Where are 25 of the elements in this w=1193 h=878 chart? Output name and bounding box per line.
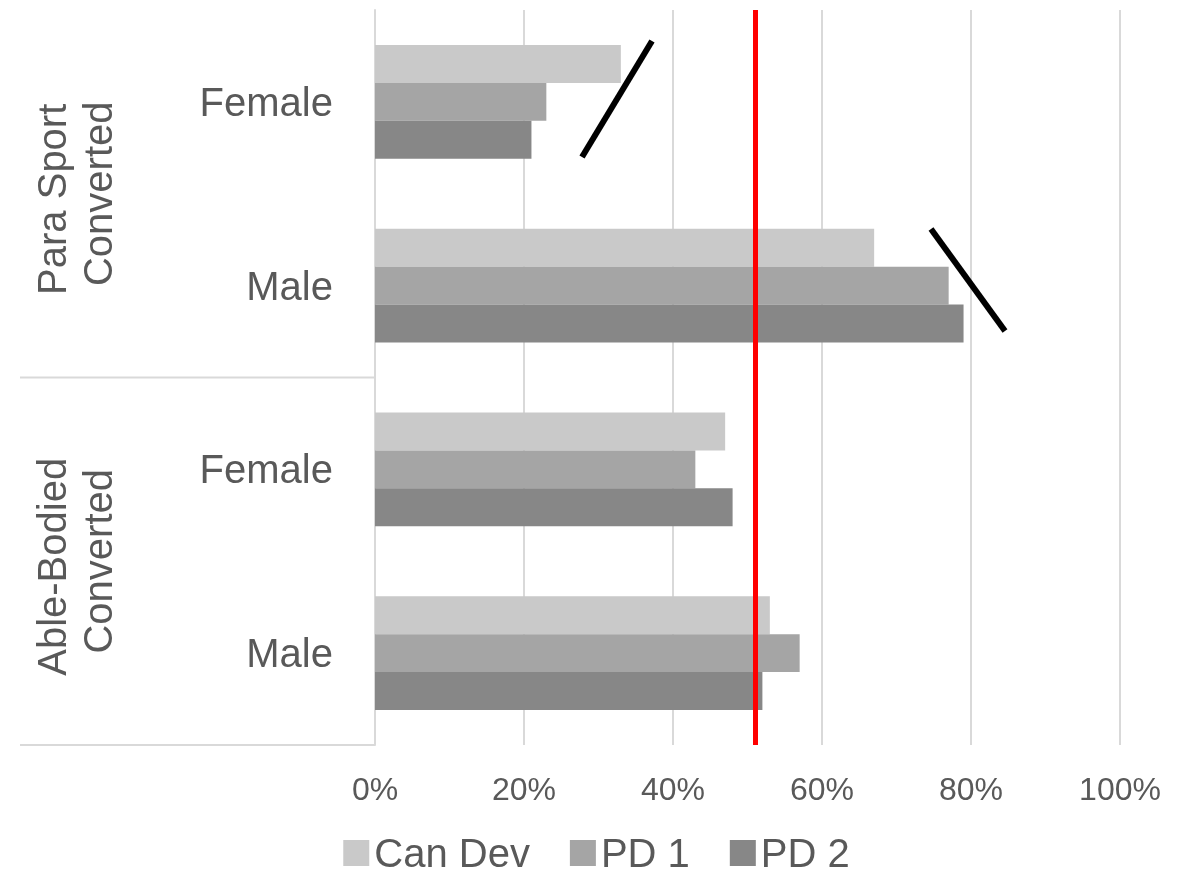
legend-label: Can Dev (374, 831, 530, 875)
bar (375, 634, 800, 673)
x-tick-label: 40% (640, 771, 706, 807)
bar (375, 44, 621, 83)
bar (375, 412, 726, 451)
y-tick-label: Male (246, 631, 333, 676)
x-tick-label: 80% (938, 771, 1004, 807)
bar (375, 450, 696, 489)
x-tick-label: 20% (491, 771, 557, 807)
text: Para Sport Converted (30, 92, 120, 295)
bar (375, 672, 763, 711)
legend-label: PD 2 (760, 831, 850, 875)
bar (375, 228, 875, 267)
bar (375, 120, 532, 159)
bar (375, 82, 547, 121)
text: Able-Bodied Converted (30, 446, 120, 676)
y-tick-label: Female (199, 79, 333, 124)
x-tick-label: 60% (789, 771, 855, 807)
bar (375, 596, 770, 635)
x-tick-label: 0% (351, 771, 399, 807)
legend-label: PD 1 (600, 831, 690, 875)
x-tick-label: 100% (1079, 771, 1161, 807)
y-tick-label: Female (199, 447, 333, 492)
bar (375, 488, 733, 527)
y-tick-label: Male (246, 263, 333, 308)
